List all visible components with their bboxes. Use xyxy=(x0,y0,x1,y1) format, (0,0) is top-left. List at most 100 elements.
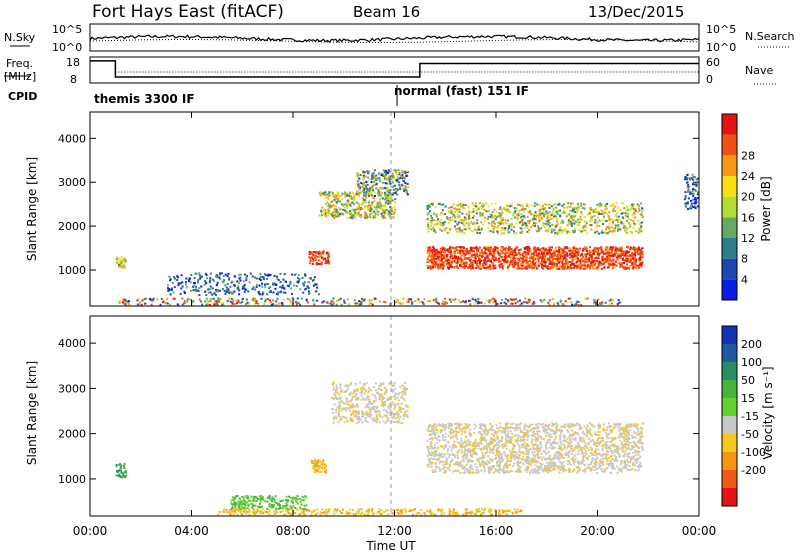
echo-cell xyxy=(584,229,587,232)
echo-cell xyxy=(374,183,377,186)
colorbar-tick-label: 8 xyxy=(741,253,748,266)
echo-cell xyxy=(532,262,535,265)
echo-cell xyxy=(529,423,532,426)
echo-cell xyxy=(339,297,342,300)
echo-cell xyxy=(617,206,620,209)
echo-cell xyxy=(546,428,548,431)
echo-cell xyxy=(245,298,248,301)
echo-cell xyxy=(525,453,528,455)
echo-cell xyxy=(428,210,431,213)
echo-cell xyxy=(327,252,330,255)
echo-cell xyxy=(368,299,371,302)
echo-cell xyxy=(206,303,208,306)
echo-cell xyxy=(627,251,629,254)
echo-cell xyxy=(542,470,545,473)
echo-cell xyxy=(640,225,643,228)
echo-cell xyxy=(198,298,201,301)
echo-cell xyxy=(512,214,515,217)
echo-cell xyxy=(638,230,641,233)
echo-cell xyxy=(394,209,397,212)
echo-cell xyxy=(439,263,442,266)
echo-cell xyxy=(509,261,512,264)
echo-cell xyxy=(440,211,443,214)
echo-cell xyxy=(574,215,577,218)
echo-cell xyxy=(574,264,577,267)
echo-cell xyxy=(558,260,561,263)
echo-cell xyxy=(455,249,458,252)
echo-cell xyxy=(331,303,333,306)
echo-cell xyxy=(197,279,200,282)
echo-cell xyxy=(628,218,631,221)
echo-cell xyxy=(435,465,438,468)
echo-cell xyxy=(601,258,604,261)
echo-cell xyxy=(482,263,485,265)
echo-cell xyxy=(489,260,492,263)
echo-cell xyxy=(569,205,572,208)
echo-cell xyxy=(606,257,609,260)
echo-cell xyxy=(563,254,565,257)
echo-cell xyxy=(609,425,612,428)
echo-cell xyxy=(518,260,521,263)
echo-cell xyxy=(545,266,548,269)
echo-cell xyxy=(446,255,449,258)
echo-cell xyxy=(601,259,604,262)
echo-cell xyxy=(497,451,500,454)
echo-cell xyxy=(641,221,644,224)
echo-cell xyxy=(318,250,321,253)
echo-cell xyxy=(434,254,436,257)
echo-cell xyxy=(394,198,397,201)
echo-cell xyxy=(308,256,311,259)
echo-cell xyxy=(590,254,593,257)
echo-cell xyxy=(548,203,551,206)
echo-cell xyxy=(428,206,431,209)
echo-cell xyxy=(523,247,526,250)
echo-cell xyxy=(214,303,217,306)
echo-cell xyxy=(638,209,641,212)
echo-cell xyxy=(437,218,440,221)
echo-cell xyxy=(448,217,451,220)
echo-cell xyxy=(376,192,379,194)
echo-cell xyxy=(466,266,469,269)
echo-cell xyxy=(521,222,524,225)
echo-cell xyxy=(629,208,632,211)
echo-cell xyxy=(569,264,572,266)
echo-cell xyxy=(596,221,599,224)
echo-cell xyxy=(612,262,615,265)
echo-cell xyxy=(125,300,128,303)
echo-cell xyxy=(566,213,569,216)
echo-cell xyxy=(343,301,346,304)
echo-cell xyxy=(688,177,691,180)
echo-cell xyxy=(508,463,511,466)
echo-cell xyxy=(267,274,269,277)
echo-cell xyxy=(209,303,211,306)
echo-cell xyxy=(538,472,541,475)
echo-cell xyxy=(365,217,368,220)
echo-cell xyxy=(471,263,474,265)
echo-cell xyxy=(487,210,490,213)
echo-cell xyxy=(519,267,522,270)
echo-cell xyxy=(404,187,407,190)
echo-cell xyxy=(367,193,370,196)
echo-cell xyxy=(217,289,220,292)
echo-cell xyxy=(593,257,596,260)
echo-cell xyxy=(640,207,643,210)
echo-cell xyxy=(446,217,449,219)
echo-cell xyxy=(349,204,352,207)
colorbar-swatch xyxy=(722,238,737,259)
echo-cell xyxy=(193,284,196,287)
echo-cell xyxy=(316,286,319,289)
echo-cell xyxy=(434,251,437,254)
echo-cell xyxy=(273,275,276,278)
echo-cell xyxy=(545,224,548,227)
echo-cell xyxy=(450,422,453,425)
echo-cell xyxy=(541,423,544,425)
echo-cell xyxy=(456,469,458,472)
echo-cell xyxy=(432,447,435,450)
echo-cell xyxy=(460,254,463,257)
echo-cell xyxy=(581,264,584,267)
echo-cell xyxy=(382,216,385,219)
echo-cell xyxy=(324,209,327,212)
echo-cell xyxy=(228,290,231,293)
echo-cell xyxy=(686,208,689,211)
echo-cell xyxy=(458,228,461,231)
